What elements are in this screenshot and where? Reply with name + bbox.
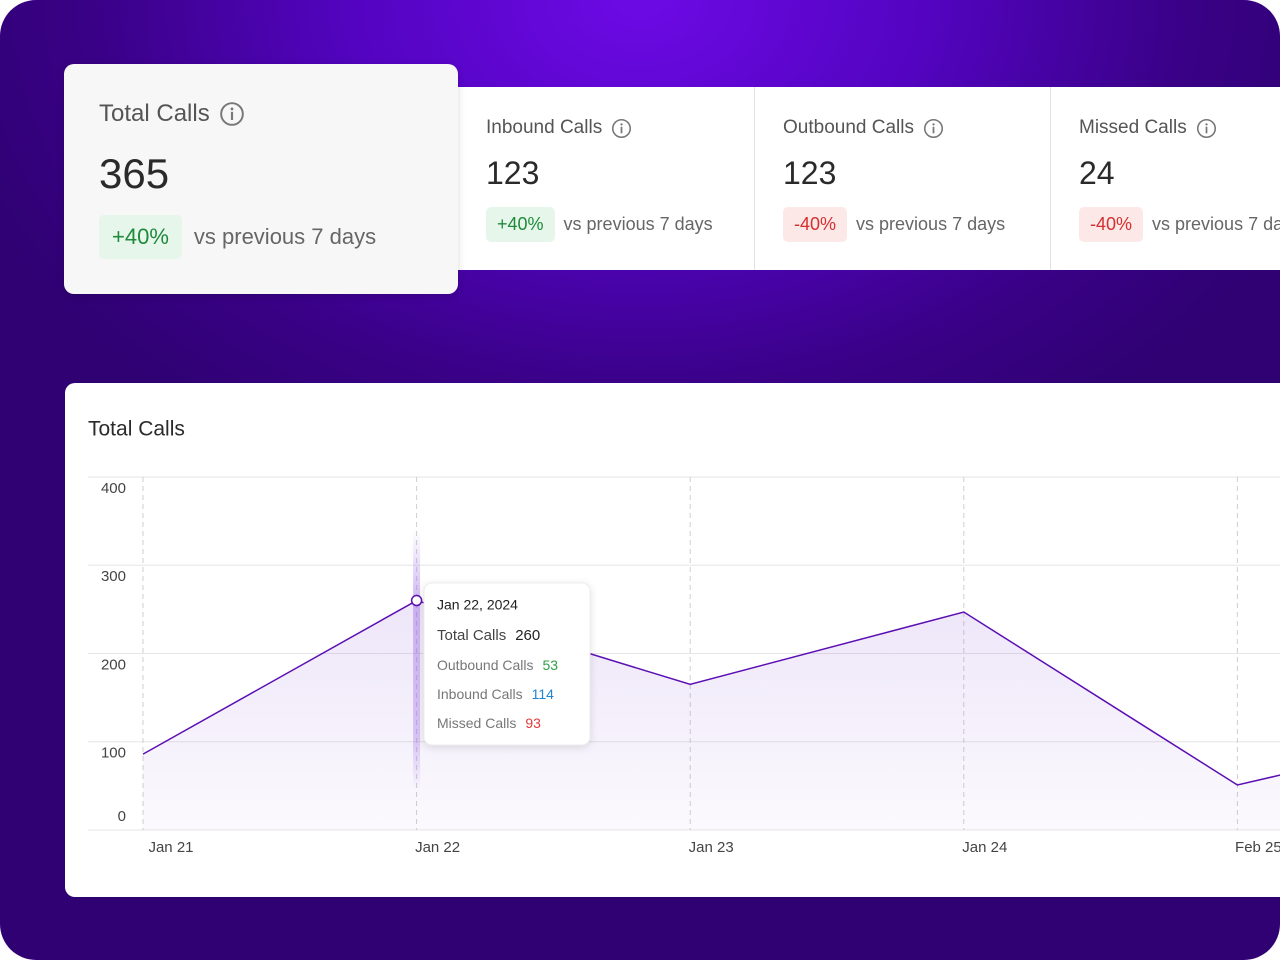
comparison: vs previous 7 days bbox=[563, 214, 713, 234]
comparison: vs previous 7 days bbox=[193, 224, 377, 249]
tooltip-label: Inbound Calls bbox=[437, 686, 523, 702]
card-change-row: -40% vs previous 7 days bbox=[783, 207, 1005, 242]
card-title-text: Inbound Calls bbox=[486, 117, 603, 138]
tooltip-label: Total Calls bbox=[437, 627, 506, 644]
x-tick-label: Feb 25 bbox=[1235, 839, 1280, 856]
tooltip-value: 53 bbox=[543, 657, 559, 673]
x-tick-label: Jan 23 bbox=[689, 839, 734, 856]
change-badge: -40% bbox=[1079, 207, 1144, 242]
total-card: Total Calls 365 +40% vs previous 7 days bbox=[64, 64, 458, 294]
tooltip-label: Outbound Calls bbox=[437, 657, 534, 673]
card-title-text: Outbound Calls bbox=[783, 117, 914, 138]
card-value: 123 bbox=[486, 155, 540, 191]
comparison: vs previous 7 days bbox=[856, 214, 1006, 234]
x-tick-label: Jan 24 bbox=[962, 839, 1007, 856]
card-value: 365 bbox=[99, 150, 170, 197]
stats-strip: Inbound Calls 123 +40% vs previous 7 days Ou… bbox=[458, 87, 1280, 270]
card-change-row: -40% vs previous 7 days bbox=[1079, 207, 1280, 242]
card-title-text: Total Calls bbox=[99, 100, 210, 127]
card-value: 123 bbox=[783, 155, 837, 191]
card-title: Missed Calls bbox=[1079, 117, 1217, 139]
tooltip: Jan 22, 2024 Total Calls 260 Outbound Calls… bbox=[423, 582, 591, 746]
change-badge: +40% bbox=[99, 215, 182, 259]
card-change-row: +40% vs previous 7 days bbox=[99, 215, 376, 259]
tooltip-row: Inbound Calls 114 bbox=[437, 686, 554, 702]
info-icon[interactable] bbox=[923, 118, 944, 139]
chart-title: Total Calls bbox=[88, 418, 185, 441]
stat-card: Inbound Calls 123 +40% vs previous 7 days bbox=[458, 87, 754, 270]
change-badge: +40% bbox=[486, 207, 555, 242]
hover-point bbox=[410, 594, 423, 607]
plot bbox=[88, 476, 1280, 831]
line bbox=[142, 599, 1280, 786]
card-value: 24 bbox=[1079, 155, 1115, 191]
card-title: Inbound Calls bbox=[486, 117, 632, 139]
tooltip-value: 114 bbox=[532, 686, 555, 702]
comparison: vs previous 7 days bbox=[1152, 214, 1280, 234]
y-tick-label: 300 bbox=[101, 568, 126, 585]
info-icon[interactable] bbox=[611, 118, 632, 139]
x-tick-label: Jan 21 bbox=[148, 839, 193, 856]
tooltip-row: Total Calls 260 bbox=[437, 627, 540, 644]
card-title-text: Missed Calls bbox=[1079, 117, 1187, 138]
y-tick-label: 100 bbox=[101, 745, 126, 762]
card-change-row: +40% vs previous 7 days bbox=[486, 207, 713, 242]
info-icon[interactable] bbox=[219, 101, 245, 127]
tooltip-row: Missed Calls 93 bbox=[437, 715, 541, 731]
stat-card: Missed Calls 24 -40% vs previous 7 days bbox=[1050, 87, 1280, 270]
tooltip-value: 93 bbox=[525, 715, 541, 731]
y-tick-label: 0 bbox=[118, 808, 126, 825]
change-badge: -40% bbox=[783, 207, 848, 242]
stat-card: Outbound Calls 123 -40% vs previous 7 days bbox=[754, 87, 1050, 270]
tooltip-box bbox=[423, 582, 591, 746]
info-icon[interactable] bbox=[1196, 118, 1217, 139]
y-tick-label: 400 bbox=[101, 480, 126, 497]
area bbox=[143, 600, 1280, 830]
tooltip-label: Missed Calls bbox=[437, 715, 516, 731]
card-title: Total Calls bbox=[99, 100, 245, 128]
x-tick-label: Jan 22 bbox=[415, 839, 460, 856]
card-title: Outbound Calls bbox=[783, 117, 944, 139]
tooltip-value: 260 bbox=[515, 627, 540, 644]
tooltip-date: Jan 22, 2024 bbox=[437, 597, 518, 613]
tooltip-row: Outbound Calls 53 bbox=[437, 657, 558, 673]
y-tick-label: 200 bbox=[101, 656, 126, 673]
